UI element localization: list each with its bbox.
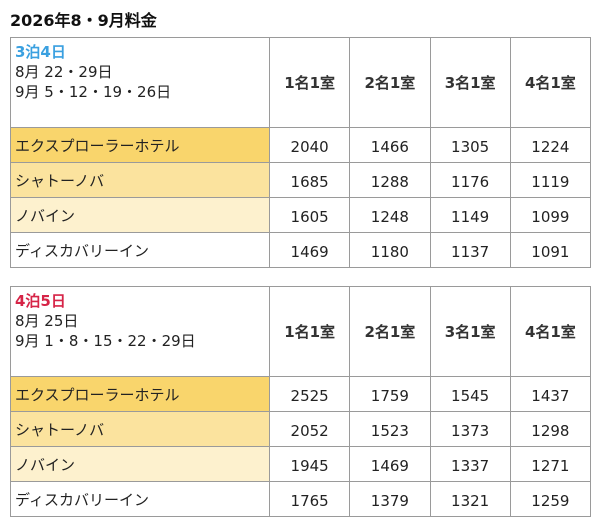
price-cell: 1545 [429,376,511,412]
hotel-name: ノバイン [10,446,270,482]
price-cell: 1469 [349,446,431,482]
table-row: シャトーノバ 2052 1523 1373 1298 [10,411,592,447]
hotel-name: エクスプローラーホテル [10,376,270,412]
plan-dates-september: 9月 1・8・15・22・29日 [15,332,196,350]
price-cell: 1321 [429,481,511,517]
header-quad-room: 4名1室 [509,37,592,128]
price-cell: 1298 [509,411,592,447]
table-row: シャトーノバ 1685 1288 1176 1119 [10,162,592,198]
plan-name: 4泊5日 [15,292,66,310]
plan-info-cell: 4泊5日 8月 25日 9月 1・8・15・22・29日 [10,286,270,377]
hotel-name: ノバイン [10,197,270,233]
table-row: エクスプローラーホテル 2040 1466 1305 1224 [10,127,592,163]
header-double-room: 2名1室 [349,37,431,128]
price-cell: 2525 [268,376,351,412]
plan-dates-september: 9月 5・12・19・26日 [15,83,172,101]
price-cell: 1759 [349,376,431,412]
price-cell: 1091 [509,232,592,268]
table-row: ディスカバリーイン 1765 1379 1321 1259 [10,481,592,517]
price-cell: 1945 [268,446,351,482]
price-cell: 1137 [429,232,511,268]
header-quad-room: 4名1室 [509,286,592,377]
header-single-room: 1名1室 [268,37,351,128]
price-cell: 1248 [349,197,431,233]
plan-info-cell: 3泊4日 8月 22・29日 9月 5・12・19・26日 [10,37,270,128]
price-cell: 1149 [429,197,511,233]
table-row: エクスプローラーホテル 2525 1759 1545 1437 [10,376,592,412]
header-single-room: 1名1室 [268,286,351,377]
price-cell: 1337 [429,446,511,482]
price-cell: 1180 [349,232,431,268]
hotel-name: ディスカバリーイン [10,481,270,517]
price-cell: 2052 [268,411,351,447]
table-header-row: 3泊4日 8月 22・29日 9月 5・12・19・26日 1名1室 2名1室 … [10,37,592,128]
price-cell: 1685 [268,162,351,198]
price-cell: 1119 [509,162,592,198]
price-cell: 1271 [509,446,592,482]
header-triple-room: 3名1室 [429,37,511,128]
price-cell: 1437 [509,376,592,412]
price-cell: 1605 [268,197,351,233]
price-cell: 1305 [429,127,511,163]
hotel-name: シャトーノバ [10,411,270,447]
header-double-room: 2名1室 [349,286,431,377]
hotel-name: シャトーノバ [10,162,270,198]
plan-dates-august: 8月 22・29日 [15,63,113,81]
hotel-name: ディスカバリーイン [10,232,270,268]
table-header-row: 4泊5日 8月 25日 9月 1・8・15・22・29日 1名1室 2名1室 3… [10,286,592,377]
price-cell: 1176 [429,162,511,198]
price-cell: 1765 [268,481,351,517]
price-cell: 1099 [509,197,592,233]
table-row: ディスカバリーイン 1469 1180 1137 1091 [10,232,592,268]
page-title: 2026年8・9月料金 [10,11,157,30]
rate-table-3n4d: 3泊4日 8月 22・29日 9月 5・12・19・26日 1名1室 2名1室 … [10,37,592,268]
hotel-name: エクスプローラーホテル [10,127,270,163]
table-row: ノバイン 1945 1469 1337 1271 [10,446,592,482]
price-cell: 1224 [509,127,592,163]
price-cell: 1288 [349,162,431,198]
price-cell: 1379 [349,481,431,517]
header-triple-room: 3名1室 [429,286,511,377]
rate-table-4n5d: 4泊5日 8月 25日 9月 1・8・15・22・29日 1名1室 2名1室 3… [10,286,592,517]
price-cell: 1469 [268,232,351,268]
plan-name: 3泊4日 [15,43,66,61]
price-cell: 1373 [429,411,511,447]
price-cell: 2040 [268,127,351,163]
price-cell: 1523 [349,411,431,447]
plan-dates-august: 8月 25日 [15,312,79,330]
price-cell: 1259 [509,481,592,517]
table-row: ノバイン 1605 1248 1149 1099 [10,197,592,233]
price-cell: 1466 [349,127,431,163]
